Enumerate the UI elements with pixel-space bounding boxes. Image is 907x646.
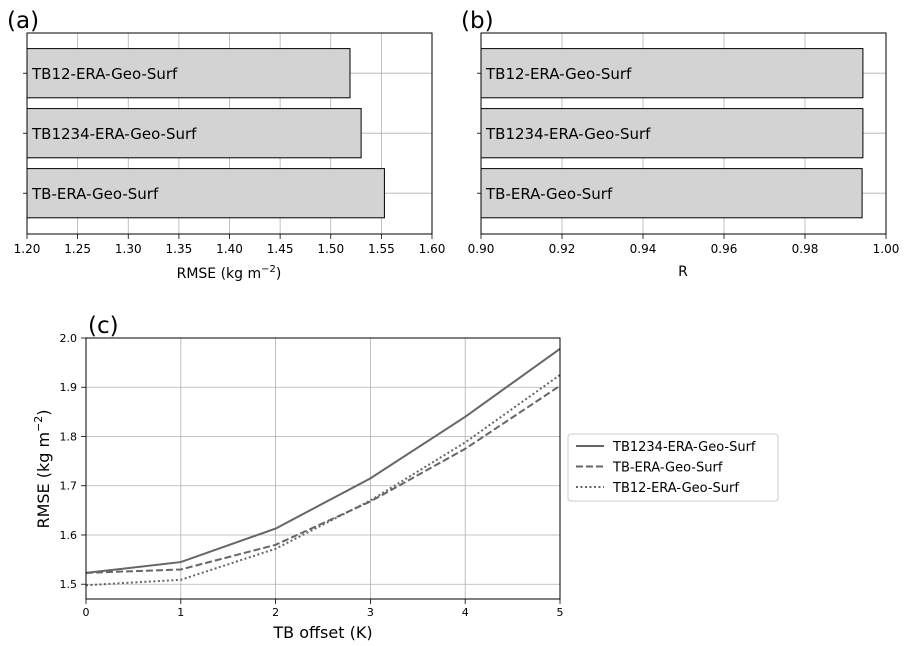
- bar: [26, 168, 385, 219]
- bar-category-label: TB12-ERA-Geo-Surf: [31, 65, 178, 83]
- x-tick-label: 1.40: [216, 242, 243, 256]
- series-line: [85, 348, 561, 574]
- x-axis-label-end: ): [276, 266, 281, 282]
- x-tick-label: 1.60: [419, 242, 446, 256]
- x-tick-label: 1.45: [267, 242, 294, 256]
- legend-entry-label: TB1234-ERA-Geo-Surf: [612, 440, 756, 455]
- bar: [480, 48, 864, 99]
- x-tick-label: 3: [367, 606, 374, 619]
- bar: [480, 108, 864, 159]
- series-line: [85, 374, 561, 587]
- x-tick-label: 0.92: [549, 242, 576, 256]
- panel-label: (c): [88, 313, 119, 339]
- legend-entry-label: TB12-ERA-Geo-Surf: [612, 481, 739, 496]
- panel-c-offset-line-chart: 0 1 2 3 4 5 1.5 1.6 1.7 1.8 1.9 2.0 (c) TB offset (K)…: [32, 313, 779, 642]
- bar: [26, 108, 362, 159]
- panel-label: (a): [7, 8, 39, 34]
- y-tick-label: 2.0: [60, 332, 78, 345]
- bar: [26, 48, 351, 99]
- y-tick-label: 1.9: [60, 381, 78, 394]
- x-tick-label: 1.25: [64, 242, 91, 256]
- y-axis-label-text: RMSE (kg m: [34, 432, 53, 529]
- x-tick-label: 0.96: [711, 242, 738, 256]
- legend-box: [567, 433, 779, 502]
- bar-category-label: TB1234-ERA-Geo-Surf: [485, 125, 651, 143]
- x-tick-label: 1.00: [873, 242, 900, 256]
- y-axis-label-superscript: −2: [32, 416, 45, 432]
- bar-category-label: TB-ERA-Geo-Surf: [31, 185, 159, 203]
- y-axis-label-end: ): [34, 409, 53, 415]
- x-tick-label: 0: [83, 606, 90, 619]
- legend-entry-label: TB-ERA-Geo-Surf: [612, 461, 723, 476]
- bar-category-label: TB12-ERA-Geo-Surf: [485, 65, 632, 83]
- y-tick-label: 1.7: [60, 480, 78, 493]
- x-tick-label: 1.50: [317, 242, 344, 256]
- y-tick-label: 1.6: [60, 529, 78, 542]
- plot-frame: [26, 32, 433, 235]
- x-axis-label: R: [678, 264, 688, 280]
- x-axis-label: RMSE (kg m−2): [177, 264, 282, 282]
- bar: [480, 168, 863, 219]
- x-tick-label: 5: [557, 606, 564, 619]
- legend: TB1234-ERA-Geo-Surf TB-ERA-Geo-Surf TB12-E…: [567, 433, 779, 502]
- x-axis-label: TB offset (K): [272, 623, 372, 642]
- plot-frame: [480, 32, 887, 235]
- x-tick-label: 1.55: [368, 242, 395, 256]
- x-tick-label: 1.20: [14, 242, 41, 256]
- y-axis-label: RMSE (kg m−2): [32, 409, 53, 528]
- panel-b-correlation-bar-chart: 0.90 0.92 0.94 0.96 0.98 1.00 TB12-ERA-Geo-Sur…: [461, 8, 899, 280]
- x-tick-label: 2: [272, 606, 279, 619]
- plot-frame: [85, 337, 561, 600]
- panel-a-rmse-bar-chart: 1.20 1.25 1.30 1.35 1.40 1.45 1.50 1.55 1.60 TB12…: [7, 8, 445, 282]
- x-tick-label: 1: [177, 606, 184, 619]
- x-tick-label: 1.35: [166, 242, 193, 256]
- bar-category-label: TB-ERA-Geo-Surf: [485, 185, 613, 203]
- x-tick-label: 0.90: [468, 242, 495, 256]
- bar-category-label: TB1234-ERA-Geo-Surf: [31, 125, 197, 143]
- y-tick-label: 1.5: [60, 578, 78, 591]
- x-axis-label-text: RMSE (kg m: [177, 266, 262, 282]
- x-tick-label: 1.30: [115, 242, 142, 256]
- series-line: [85, 384, 561, 574]
- x-tick-label: 0.94: [630, 242, 657, 256]
- x-axis-label-superscript: −2: [261, 264, 276, 275]
- x-tick-label: 4: [462, 606, 469, 619]
- x-tick-label: 0.98: [792, 242, 819, 256]
- panel-label: (b): [461, 8, 494, 34]
- y-tick-label: 1.8: [60, 430, 78, 443]
